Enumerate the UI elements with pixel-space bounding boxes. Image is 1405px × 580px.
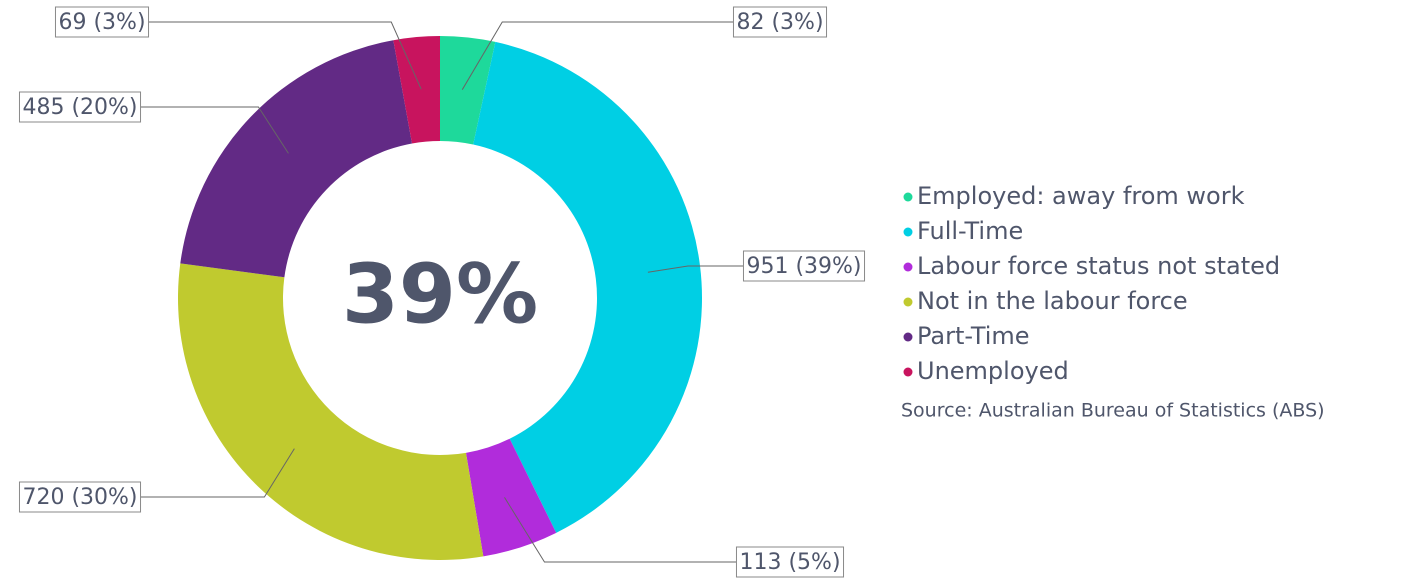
center-label: 39%	[342, 247, 538, 342]
leader-line	[140, 448, 295, 498]
donut-segment	[465, 438, 557, 557]
label-box	[742, 250, 866, 282]
label-text: 951 (39%)	[746, 254, 861, 279]
leader-line	[647, 265, 744, 273]
donut-segment	[440, 36, 496, 145]
donut-segment	[393, 36, 440, 144]
legend-marker	[903, 227, 913, 237]
donut-segment	[473, 41, 702, 533]
leader-line	[461, 21, 734, 90]
data-label: 485 (20%)	[18, 91, 142, 123]
legend-marker	[903, 262, 913, 272]
legend-marker	[903, 367, 913, 377]
data-label: 113 (5%)	[735, 546, 845, 578]
label-text: 113 (5%)	[739, 550, 840, 575]
legend-marker	[903, 192, 913, 202]
label-box	[18, 91, 142, 123]
data-label: 69 (3%)	[54, 6, 150, 38]
legend-marker	[903, 297, 913, 307]
label-text: 82 (3%)	[736, 10, 823, 35]
label-text: 485 (20%)	[22, 95, 137, 120]
legend-label: Full-Time	[917, 217, 1023, 245]
leader-line	[504, 497, 737, 563]
label-box	[54, 6, 150, 38]
legend-label: Unemployed	[917, 357, 1069, 385]
donut-segment	[177, 263, 484, 561]
leader-line	[140, 106, 289, 154]
label-text: 720 (30%)	[22, 485, 137, 510]
label-box	[735, 546, 845, 578]
legend-label: Part-Time	[917, 322, 1030, 350]
data-label: 720 (30%)	[18, 481, 142, 513]
label-box	[18, 481, 142, 513]
label-text: 69 (3%)	[58, 10, 145, 35]
label-box	[732, 6, 828, 38]
legend-label: Labour force status not stated	[917, 252, 1280, 280]
data-label: 82 (3%)	[732, 6, 828, 38]
legend-label: Employed: away from work	[917, 182, 1245, 210]
source: Source: Australian Bureau of Statistics …	[901, 400, 1325, 422]
donut-segment	[180, 40, 413, 278]
data-label: 951 (39%)	[742, 250, 866, 282]
legend-label: Not in the labour force	[917, 287, 1188, 315]
legend-marker	[903, 332, 913, 342]
leader-line	[148, 21, 422, 90]
